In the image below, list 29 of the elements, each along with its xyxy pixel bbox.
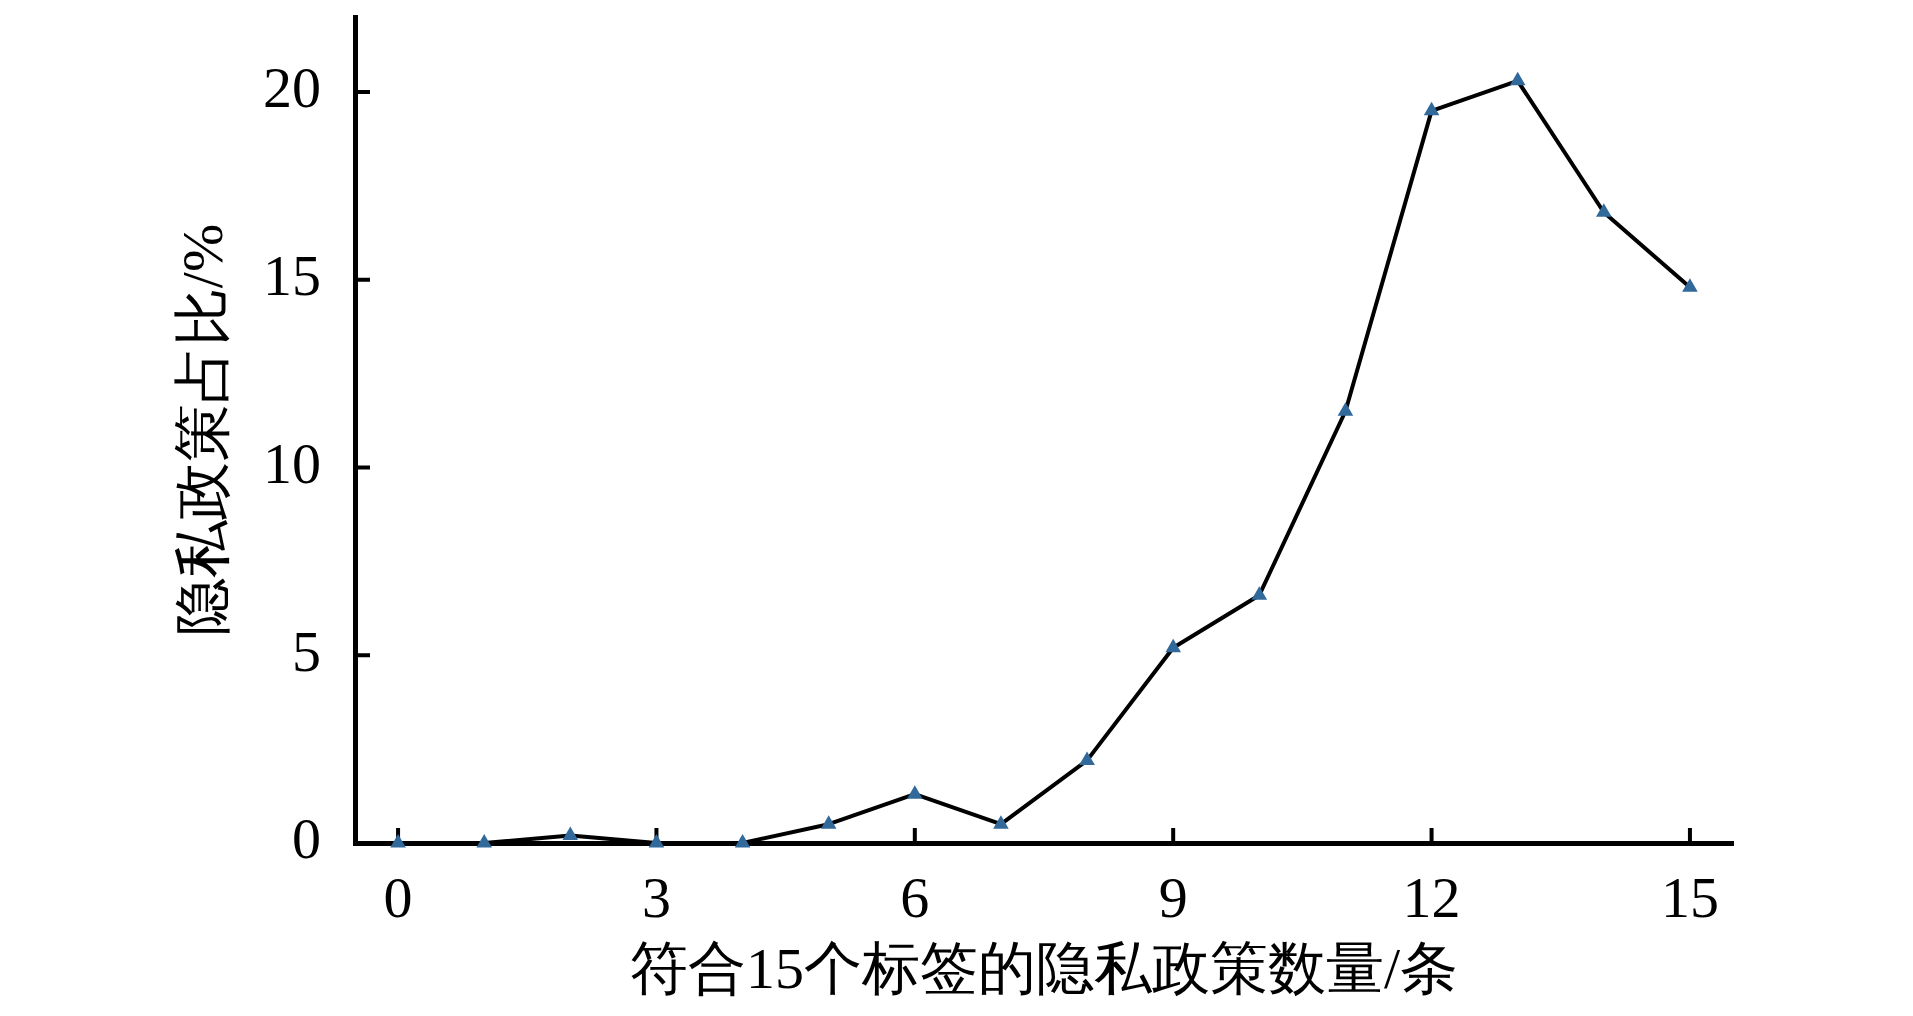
x-tick-label: 12	[1402, 865, 1461, 931]
point	[734, 834, 751, 848]
point	[1682, 278, 1698, 292]
point	[476, 834, 492, 848]
x-tick-label: 15	[1660, 865, 1719, 931]
y-axis-title: 隐私政策占比/%	[170, 223, 236, 637]
y-tick-label: 20	[263, 55, 321, 121]
x-axis-title: 符合15个标签的隐私政策数量/条	[629, 936, 1459, 1002]
point	[1596, 203, 1612, 217]
point	[1165, 638, 1181, 653]
y-tick-label: 0	[292, 806, 321, 872]
point	[1423, 101, 1440, 116]
point	[1509, 71, 1526, 86]
point	[907, 785, 923, 799]
point	[648, 834, 665, 848]
point	[1079, 751, 1095, 765]
x-tick-label: 6	[900, 865, 930, 931]
y-tick-label: 10	[263, 430, 321, 496]
x-tick-label: 3	[641, 865, 671, 931]
point	[390, 834, 406, 848]
x-tick-label: 9	[1158, 865, 1188, 931]
point	[820, 815, 837, 829]
x-tick-label: 0	[383, 865, 413, 931]
point	[1251, 586, 1268, 600]
point	[562, 826, 579, 840]
point	[993, 815, 1009, 829]
y-tick-label: 15	[263, 243, 321, 309]
point	[1337, 402, 1354, 416]
y-tick-label: 5	[292, 618, 321, 684]
